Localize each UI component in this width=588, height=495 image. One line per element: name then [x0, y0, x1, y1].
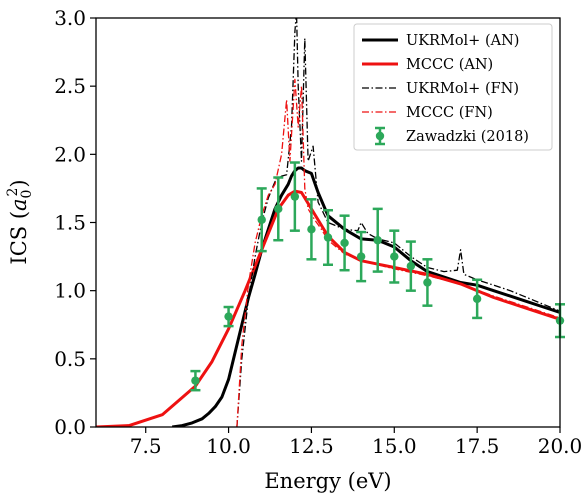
series-line-3	[236, 78, 560, 427]
x-tick-label: 20.0	[538, 434, 583, 458]
data-point	[389, 229, 400, 284]
legend-swatch-points	[375, 126, 385, 146]
series-line-2	[236, 18, 560, 427]
legend-label: UKRMol+ (AN)	[406, 33, 519, 49]
data-point	[339, 214, 350, 272]
y-axis: 0.0 0.5 1.0 1.5 2.0 2.5 3.0	[54, 6, 96, 439]
data-point	[422, 258, 433, 307]
y-tick-label: 1.5	[54, 211, 86, 235]
x-axis: 7.5 10.0 12.5 15.0 17.5 20.0	[130, 427, 582, 458]
data-point	[273, 176, 284, 242]
data-point	[223, 305, 234, 328]
y-axis-label-close: )	[7, 179, 31, 187]
y-tick-label: 2.0	[54, 142, 86, 166]
data-point	[306, 198, 317, 261]
x-tick-label: 7.5	[130, 434, 162, 458]
y-tick-label: 2.5	[54, 74, 86, 98]
data-point	[372, 207, 383, 273]
data-point	[405, 240, 416, 292]
x-tick-label: 17.5	[455, 434, 500, 458]
y-axis-label-subscript: 0	[19, 190, 35, 199]
legend-label: MCCC (AN)	[406, 57, 493, 73]
y-tick-label: 3.0	[54, 6, 86, 30]
y-tick-label: 1.0	[54, 279, 86, 303]
y-tick-label: 0.0	[54, 415, 86, 439]
data-point	[472, 278, 483, 320]
y-axis-label: ICS (a02)	[5, 179, 35, 264]
x-tick-label: 12.5	[289, 434, 334, 458]
data-point	[356, 230, 367, 283]
y-axis-label-main: ICS (	[7, 211, 31, 265]
points-layer	[190, 161, 565, 392]
y-tick-label: 0.5	[54, 347, 86, 371]
legend-label: Zawadzki (2018)	[406, 129, 529, 145]
data-point	[256, 187, 267, 253]
data-point	[289, 161, 300, 232]
legend-label: UKRMol+ (FN)	[406, 81, 519, 97]
series-line-1	[96, 189, 560, 427]
y-axis-label-superscript: 2	[5, 188, 21, 197]
data-point	[323, 208, 333, 267]
data-point	[190, 369, 201, 392]
series-layer	[96, 18, 560, 427]
legend: UKRMol+ (AN) MCCC (AN) UKRMol+ (FN) MCCC (F…	[353, 23, 553, 151]
x-tick-label: 10.0	[206, 434, 251, 458]
x-tick-label: 15.0	[372, 434, 417, 458]
legend-label: MCCC (FN)	[406, 105, 493, 121]
series-line-0	[171, 166, 560, 427]
legend-box	[353, 23, 553, 151]
y-axis-label-symbol: a	[7, 198, 31, 211]
x-axis-label: Energy (eV)	[264, 469, 391, 493]
